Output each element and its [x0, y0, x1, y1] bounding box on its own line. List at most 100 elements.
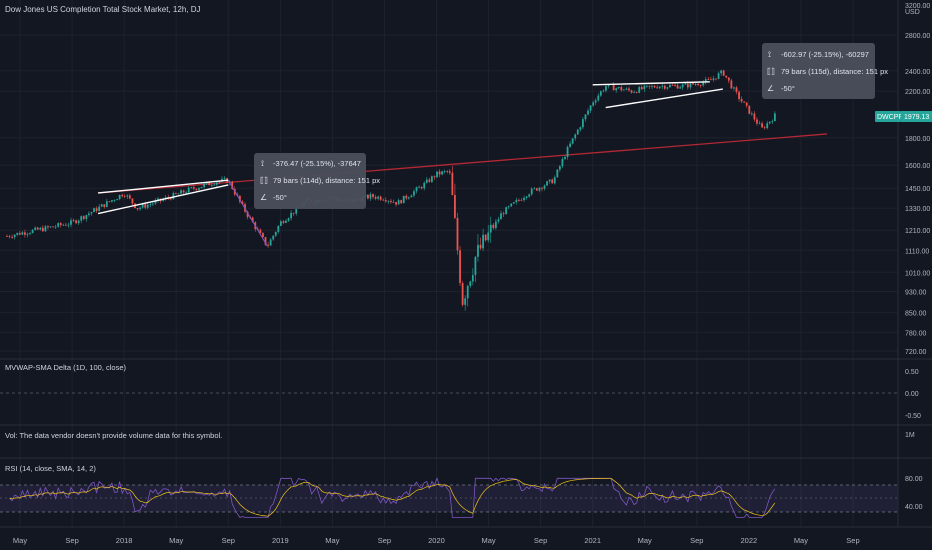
candle-body	[387, 200, 390, 202]
rsi-line	[9, 477, 776, 518]
candle-body	[282, 221, 285, 223]
last-tag-symbol: DWCPF	[877, 114, 903, 121]
candle-body	[597, 95, 600, 101]
candle-body	[773, 113, 776, 122]
candle-body	[392, 201, 395, 203]
price-pane[interactable]	[6, 69, 827, 311]
candle-body	[761, 123, 763, 128]
mvwap-tick-top: 0.50	[905, 369, 919, 376]
time-axis-label: May	[481, 536, 495, 545]
candle-body	[474, 256, 477, 276]
mvwap-pane[interactable]: MVWAP-SMA Delta (1D, 100, close)	[0, 363, 898, 394]
candle-body	[218, 181, 221, 183]
measurement-1-bars: 79 bars (114d), distance: 151 px	[273, 176, 380, 185]
rsi-pane[interactable]: RSI (14, close, SMA, 14, 2)	[0, 464, 898, 518]
candle-body	[479, 244, 482, 249]
candle-body	[415, 187, 418, 192]
candle-body	[154, 200, 157, 204]
grid	[0, 0, 898, 527]
candle-body	[630, 90, 633, 93]
candle-body	[395, 202, 397, 205]
measurement-box-1[interactable]: ⟟ -376.47 (-25.15%), -37647 ⟦⟧ 79 bars (…	[254, 153, 380, 209]
candle-body	[39, 227, 42, 230]
candle-body	[743, 101, 746, 103]
measure-line	[227, 179, 268, 247]
candle-body	[64, 224, 67, 226]
candle-body	[661, 85, 664, 87]
candle-body	[105, 201, 108, 207]
candle-body	[162, 199, 165, 201]
candle-body	[62, 224, 65, 226]
candle-body	[267, 244, 269, 246]
wedge-line[interactable]	[605, 88, 723, 109]
candle-body	[689, 82, 692, 88]
candle-body	[704, 79, 707, 83]
candle-body	[763, 127, 766, 129]
measurement-1-angle: -50°	[273, 193, 287, 202]
candle-body	[582, 119, 584, 128]
candle-body	[643, 85, 646, 90]
measurement-box-2[interactable]: ⟟ -602.97 (-25.15%), -60297 ⟦⟧ 79 bars (…	[762, 43, 888, 99]
candle-body	[246, 211, 249, 217]
candle-body	[116, 199, 118, 201]
candle-body	[756, 119, 758, 124]
candle-body	[47, 226, 49, 228]
candle-body	[82, 216, 85, 219]
candle-body	[612, 84, 615, 91]
time-axis-label: Sep	[222, 536, 235, 545]
measurement-icon-angle: ∠	[767, 84, 774, 93]
mvwap-tick-bottom: -0.50	[905, 413, 921, 420]
price-tick-label: 720.00	[905, 349, 927, 356]
mvwap-label: MVWAP-SMA Delta (1D, 100, close)	[5, 363, 127, 372]
candle-body	[533, 188, 536, 190]
candle-body	[149, 204, 152, 205]
candle-body	[428, 179, 431, 182]
candle-body	[515, 199, 518, 203]
time-axis-label: 2020	[428, 536, 445, 545]
candle-body	[722, 70, 725, 76]
candle-body	[379, 196, 382, 200]
candle-body	[49, 226, 52, 228]
candle-body	[551, 179, 554, 184]
wedge-line[interactable]	[97, 184, 229, 215]
price-tick-label: 1210.00	[905, 228, 930, 235]
candle-body	[494, 221, 497, 228]
candle-body	[438, 171, 441, 175]
candle-body	[210, 184, 213, 186]
candle-body	[733, 87, 735, 89]
candle-body	[169, 198, 172, 200]
candle-body	[41, 227, 44, 232]
candle-body	[418, 187, 420, 188]
candle-body	[172, 193, 175, 200]
price-tick-label: 1330.00	[905, 206, 930, 213]
candle-body	[635, 91, 638, 93]
candle-body	[177, 193, 180, 195]
candle-body	[768, 121, 771, 124]
candle-body	[528, 194, 531, 197]
candle-body	[108, 201, 111, 203]
time-axis-label: May	[13, 536, 27, 545]
candle-body	[523, 197, 525, 201]
candle-body	[766, 123, 769, 129]
candle-body	[699, 85, 702, 86]
candle-body	[487, 232, 490, 241]
candle-body	[530, 188, 533, 195]
candle-body	[697, 83, 699, 86]
candle-body	[13, 234, 16, 238]
time-axis[interactable]: May Sep 2018 May Sep 2019 May Sep 2020 May Sep 2021…	[13, 536, 860, 545]
wedge-line[interactable]	[592, 81, 710, 86]
price-tick-label: 930.00	[905, 289, 927, 296]
candle-body	[420, 187, 423, 189]
time-axis-label: 2021	[584, 536, 601, 545]
price-scale[interactable]: USD 3200.00 2800.00 2400.00 2200.00 1800.00 1…	[875, 0, 932, 527]
candle-body	[121, 194, 124, 197]
candle-body	[70, 220, 72, 225]
candle-body	[574, 134, 577, 139]
candle-body	[190, 187, 193, 189]
candle-body	[287, 218, 290, 221]
candle-body	[628, 88, 630, 91]
candle-body	[720, 70, 723, 74]
candle-body	[18, 232, 21, 235]
wedge-line[interactable]	[98, 179, 229, 194]
